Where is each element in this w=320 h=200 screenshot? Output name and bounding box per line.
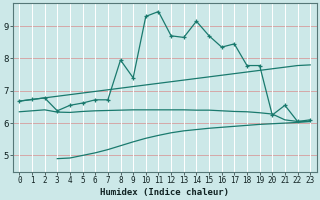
X-axis label: Humidex (Indice chaleur): Humidex (Indice chaleur)	[100, 188, 229, 197]
